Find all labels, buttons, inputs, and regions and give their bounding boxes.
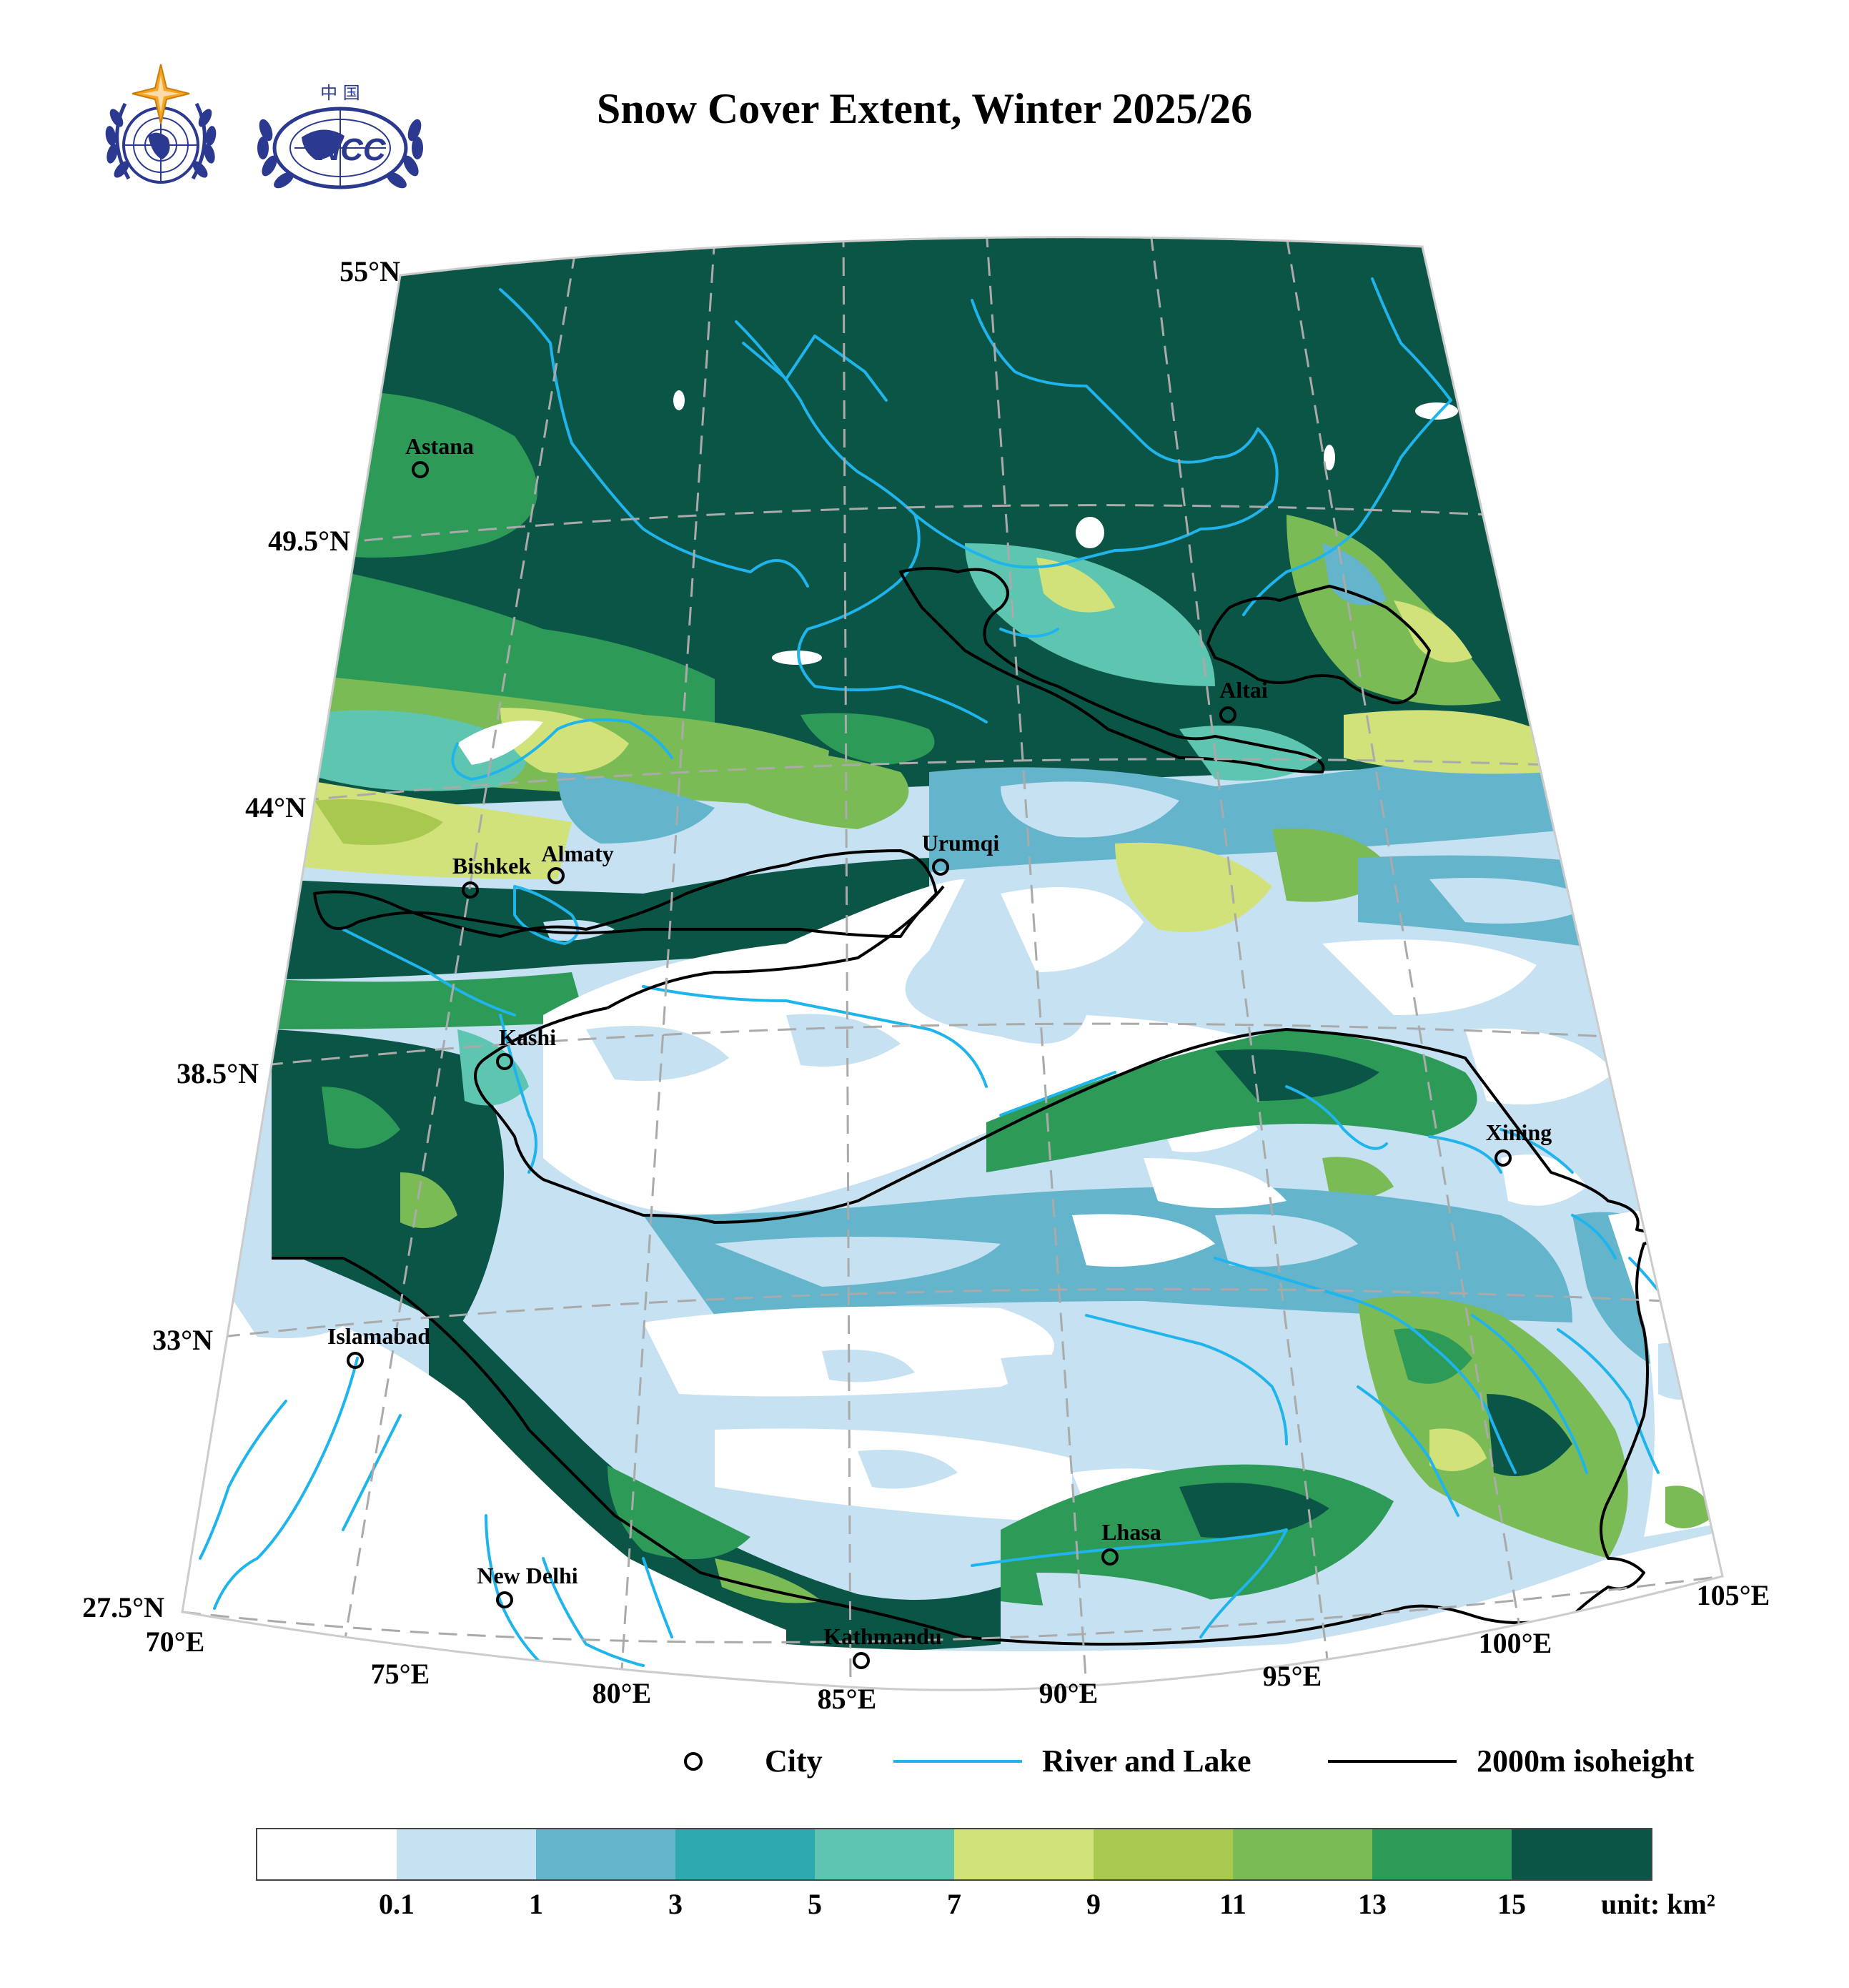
colorbar-tick-label: 13 [1358, 1888, 1387, 1920]
lat-label-33: 33°N [152, 1324, 213, 1356]
lon-label-105: 105°E [1697, 1579, 1770, 1611]
lon-label-90: 90°E [1039, 1677, 1099, 1709]
colorbar-segment [954, 1829, 1094, 1879]
colorbar-segment [397, 1829, 536, 1879]
colorbar-segment [1512, 1829, 1651, 1879]
colorbar-segment [1094, 1829, 1233, 1879]
colorbar-tick-label: 11 [1219, 1888, 1246, 1920]
lat-label-38-5: 38.5°N [177, 1057, 259, 1089]
city-bishkek: Bishkek [452, 853, 531, 899]
colorbar-segment [815, 1829, 954, 1879]
lat-label-55: 55°N [339, 255, 400, 287]
lon-label-70: 70°E [146, 1626, 205, 1658]
city-kashi: Kashi [496, 1024, 556, 1070]
colorbar-tick-label: 5 [808, 1888, 822, 1920]
city-marker-icon [462, 881, 479, 899]
isoheight-2000m [272, 567, 1658, 1646]
colorbar-tick-label: 1 [529, 1888, 543, 1920]
colorbar-tick-label: 7 [947, 1888, 961, 1920]
city-marker-icon [1101, 1548, 1119, 1566]
colorbar-tick-label: 9 [1086, 1888, 1101, 1920]
city-marker-icon [1494, 1149, 1512, 1167]
lon-label-95: 95°E [1263, 1660, 1322, 1692]
city-label: Urumqi [922, 830, 1000, 856]
city-label: Xining [1486, 1119, 1552, 1145]
map-border [181, 236, 1724, 1691]
lon-label-80: 80°E [593, 1677, 652, 1709]
city-new-delhi: New Delhi [477, 1563, 578, 1608]
colorbar-segment [257, 1829, 397, 1879]
city-label: Kashi [499, 1024, 556, 1050]
longitude-labels: 70°E 75°E 80°E 85°E 90°E 95°E 100°E 105°… [146, 1579, 1770, 1715]
colorbar-tick-label: 3 [668, 1888, 683, 1920]
city-marker-icon [853, 1652, 870, 1669]
city-urumqi: Urumqi [922, 830, 1000, 876]
city-marker-icon [684, 1751, 703, 1771]
city-marker-icon [547, 867, 565, 884]
lon-label-100: 100°E [1479, 1627, 1552, 1659]
city-label: Lhasa [1101, 1519, 1161, 1545]
colorbar [256, 1828, 1652, 1881]
city-marker-icon [412, 461, 429, 478]
colorbar-segment [536, 1829, 675, 1879]
lat-label-44: 44°N [245, 791, 306, 824]
city-lhasa: Lhasa [1101, 1519, 1161, 1566]
city-label: Altai [1219, 677, 1268, 703]
legend-river: River and Lake [893, 1743, 1251, 1779]
colorbar-tick-label: 0.1 [379, 1888, 415, 1920]
colorbar-segment [1372, 1829, 1512, 1879]
city-marker-icon [347, 1352, 364, 1369]
map-legend: City River and Lake 2000m isoheight [0, 1743, 1849, 1793]
latitude-labels: 55°N 49.5°N 44°N 38.5°N 33°N 27.5°N [82, 255, 400, 1623]
city-marker-icon [932, 859, 949, 876]
city-almaty: Almaty [541, 841, 614, 884]
city-markers: Astana Almaty Bishkek Urumqi Altai Kashi… [327, 433, 1552, 1669]
city-label: Islamabad [327, 1323, 430, 1349]
colorbar-segment [675, 1829, 815, 1879]
colorbar-tick-label: 15 [1497, 1888, 1526, 1920]
ncc-logo-text: NCC [317, 132, 387, 167]
city-marker-icon [496, 1053, 513, 1070]
ncc-logo: 中 国 NCC [252, 80, 429, 194]
city-label: Bishkek [452, 853, 531, 879]
city-kathmandu: Kathmandu [823, 1623, 942, 1669]
city-islamabad: Islamabad [327, 1323, 430, 1369]
isoheight-line-icon [1328, 1759, 1457, 1763]
lon-label-75: 75°E [371, 1658, 430, 1690]
city-label: New Delhi [477, 1563, 577, 1588]
city-label: Kathmandu [823, 1623, 941, 1649]
river-line-icon [893, 1759, 1022, 1763]
lon-label-85: 85°E [818, 1683, 877, 1715]
colorbar-segment [1233, 1829, 1372, 1879]
wmo-logo [96, 61, 225, 197]
city-marker-icon [496, 1591, 513, 1608]
city-xining: Xining [1486, 1119, 1552, 1167]
legend-isoheight-label: 2000m isoheight [1477, 1744, 1695, 1779]
city-altai: Altai [1219, 677, 1268, 723]
map-title: Snow Cover Extent, Winter 2025/26 [596, 85, 1253, 132]
city-marker-icon [1219, 706, 1236, 723]
legend-city-label: City [765, 1744, 823, 1779]
legend-isoheight: 2000m isoheight [1328, 1743, 1694, 1779]
legend-river-label: River and Lake [1042, 1744, 1251, 1779]
ncc-emblem-icon: 中 国 NCC [257, 83, 423, 189]
lat-label-49-5: 49.5°N [268, 525, 350, 557]
lat-label-27-5: 27.5°N [82, 1591, 164, 1623]
wmo-emblem-icon [105, 64, 217, 184]
city-astana: Astana [405, 433, 474, 478]
legend-city: City [679, 1743, 823, 1779]
city-label: Almaty [541, 841, 613, 866]
city-label: Astana [405, 433, 474, 459]
ncc-logo-chinese: 中 国 [320, 83, 360, 103]
colorbar-unit: unit: km² [1601, 1888, 1715, 1920]
